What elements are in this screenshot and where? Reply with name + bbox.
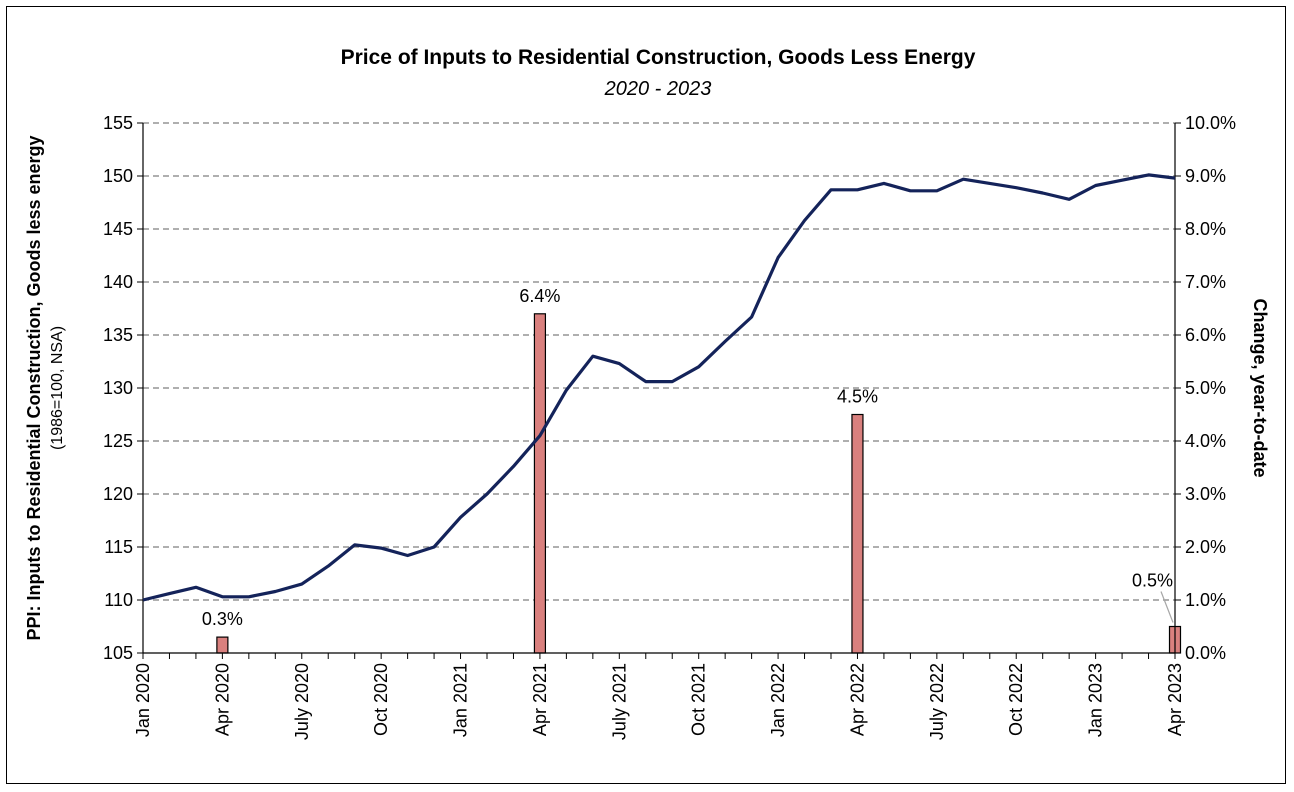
chart-subtitle: 2020 - 2023 bbox=[604, 78, 712, 100]
left-tick-label: 140 bbox=[103, 272, 133, 292]
x-tick-label: Oct 2021 bbox=[689, 663, 709, 736]
bar-data-label: 0.3% bbox=[202, 609, 243, 629]
left-tick-label: 130 bbox=[103, 378, 133, 398]
right-tick-label: 6.0% bbox=[1185, 325, 1226, 345]
x-tick-label: Jan 2021 bbox=[451, 663, 471, 737]
bar bbox=[216, 636, 229, 654]
ppi-line bbox=[142, 173, 1176, 602]
x-tick-label: Apr 2021 bbox=[530, 663, 550, 736]
bar bbox=[533, 313, 547, 654]
line-series bbox=[142, 173, 1176, 602]
right-tick-label: 3.0% bbox=[1185, 484, 1226, 504]
right-tick-label: 0.0% bbox=[1185, 643, 1226, 663]
x-tick-label: Jan 2022 bbox=[768, 663, 788, 737]
x-tick-label: July 2022 bbox=[927, 663, 947, 740]
right-tick-label: 7.0% bbox=[1185, 272, 1226, 292]
bar-data-label: 6.4% bbox=[519, 286, 560, 306]
x-tick-label: Oct 2022 bbox=[1006, 663, 1026, 736]
right-tick-label: 10.0% bbox=[1185, 113, 1236, 133]
data-label-leader bbox=[1160, 591, 1174, 623]
x-tick-label: Apr 2023 bbox=[1165, 663, 1185, 736]
gridlines bbox=[143, 122, 1175, 601]
left-tick-label: 145 bbox=[103, 219, 133, 239]
left-tick-label: 110 bbox=[104, 590, 133, 610]
chart-frame bbox=[6, 6, 1286, 784]
x-tick-label: Apr 2020 bbox=[212, 663, 232, 736]
x-tick-label: July 2021 bbox=[609, 663, 629, 740]
left-tick-label: 105 bbox=[103, 643, 133, 663]
axes bbox=[137, 122, 1181, 659]
right-axis-title: Change, year-to-date bbox=[1250, 298, 1270, 477]
left-tick-label: 135 bbox=[103, 325, 133, 345]
left-tick-label: 125 bbox=[103, 431, 133, 451]
left-axis-title: PPI: Inputs to Residential Construction,… bbox=[24, 135, 44, 640]
left-axis-subtitle: (1986=100, NSA) bbox=[49, 326, 66, 450]
bar-data-label: 4.5% bbox=[837, 387, 878, 407]
left-tick-label: 115 bbox=[104, 537, 133, 557]
right-tick-label: 2.0% bbox=[1185, 537, 1226, 557]
right-tick-label: 5.0% bbox=[1185, 378, 1226, 398]
right-tick-label: 9.0% bbox=[1185, 166, 1226, 186]
bar bbox=[851, 413, 864, 654]
data-labels: 0.3% 6.4% 4.5% 0.5% bbox=[202, 286, 1174, 629]
x-tick-label: Oct 2020 bbox=[371, 663, 391, 736]
right-tick-label: 4.0% bbox=[1185, 431, 1226, 451]
right-tick-label: 1.0% bbox=[1185, 590, 1226, 610]
left-tick-label: 120 bbox=[103, 484, 133, 504]
left-tick-label: 150 bbox=[103, 166, 133, 186]
bar-data-label: 0.5% bbox=[1132, 571, 1173, 591]
x-tick-label: Jan 2023 bbox=[1086, 663, 1106, 737]
chart-title: Price of Inputs to Residential Construct… bbox=[341, 46, 976, 69]
x-tick-label: July 2020 bbox=[292, 663, 312, 740]
tick-labels: 105 0.0% 110 1.0% 115 2.0% 120 3.0% 125 4.0% 130 5.… bbox=[103, 113, 1236, 740]
left-tick-label: 155 bbox=[103, 113, 133, 133]
right-tick-label: 8.0% bbox=[1185, 219, 1226, 239]
x-tick-label: Jan 2020 bbox=[133, 663, 153, 737]
x-tick-label: Apr 2022 bbox=[847, 663, 867, 736]
